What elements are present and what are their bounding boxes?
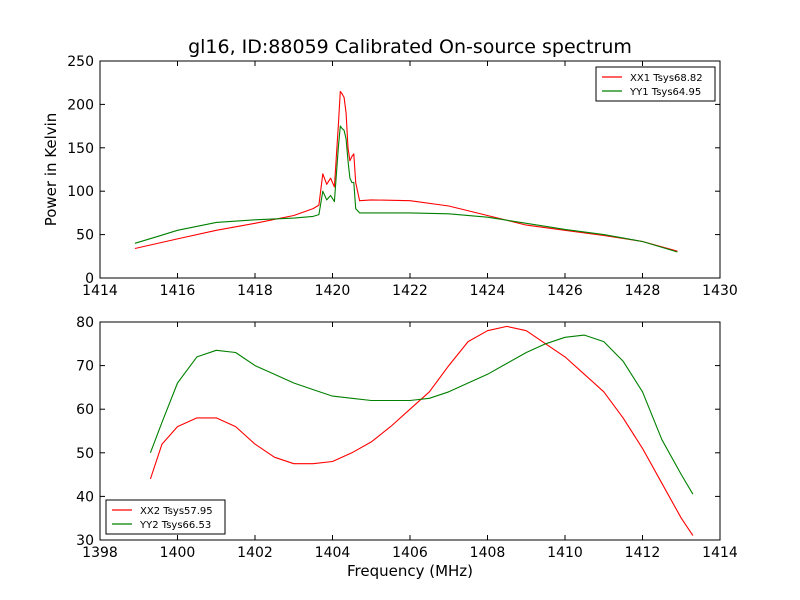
x-tick-label: 1420 — [315, 283, 351, 299]
legend-box — [105, 499, 226, 535]
y-tick-label: 70 — [76, 359, 94, 375]
x-tick-label: 1414 — [82, 283, 118, 299]
series-line-2 — [149, 334, 694, 495]
x-axis-label: Frequency (MHz) — [347, 562, 473, 580]
x-tick-label: 1400 — [160, 545, 196, 561]
legend-box — [595, 66, 716, 102]
x-tick-label: 1406 — [392, 545, 428, 561]
x-tick-label: 1428 — [625, 283, 661, 299]
y-tick-label: 200 — [67, 97, 94, 113]
x-tick-label: 1408 — [470, 545, 506, 561]
legend-label: YY1 Tsys64.95 — [629, 87, 701, 98]
legend: XX2 Tsys57.95 YY2 Tsys66.53 — [105, 499, 226, 535]
series-line-1 — [149, 325, 694, 536]
y-tick-label: 0 — [85, 271, 94, 287]
x-tick-label: 1424 — [470, 283, 506, 299]
y-tick-label: 30 — [76, 533, 94, 549]
chart-title: gl16, ID:88059 Calibrated On-source spec… — [188, 36, 632, 58]
y-tick-label: 60 — [76, 402, 94, 418]
x-tick-label: 1410 — [547, 545, 583, 561]
x-tick-label: 1398 — [82, 545, 118, 561]
y-axis-label: Power in Kelvin — [42, 113, 60, 227]
y-tick-label: 100 — [67, 184, 94, 200]
y-tick-label: 50 — [76, 228, 94, 244]
legend: XX1 Tsys68.82 YY1 Tsys64.95 — [595, 66, 716, 102]
x-tick-label: 1422 — [392, 283, 428, 299]
x-tick-label: 1412 — [625, 545, 661, 561]
x-tick-label: 1402 — [237, 545, 273, 561]
chart-top: 1414 1416 1418 1420 1422 1424 1426 1428 1430 0 50 1… — [42, 36, 738, 299]
y-tick-label: 50 — [76, 446, 94, 462]
y-tick-label: 250 — [67, 54, 94, 70]
legend-label: XX2 Tsys57.95 — [140, 506, 213, 517]
y-tick-label: 80 — [76, 315, 94, 331]
x-tick-label: 1426 — [547, 283, 583, 299]
x-tick-label: 1418 — [237, 283, 273, 299]
x-tick-label: 1430 — [702, 283, 738, 299]
series-line-1 — [134, 90, 678, 252]
x-tick-label: 1414 — [702, 545, 738, 561]
y-tick-label: 150 — [67, 141, 94, 157]
series-line-2 — [134, 125, 678, 253]
y-tick-label: 40 — [76, 489, 94, 505]
x-tick-label: 1416 — [160, 283, 196, 299]
legend-label: XX1 Tsys68.82 — [630, 73, 703, 84]
x-tick-label: 1404 — [315, 545, 351, 561]
legend-label: YY2 Tsys66.53 — [139, 520, 211, 531]
chart-bottom: 1398 1400 1402 1404 1406 1408 1410 1412 1414 30 40… — [76, 315, 738, 580]
